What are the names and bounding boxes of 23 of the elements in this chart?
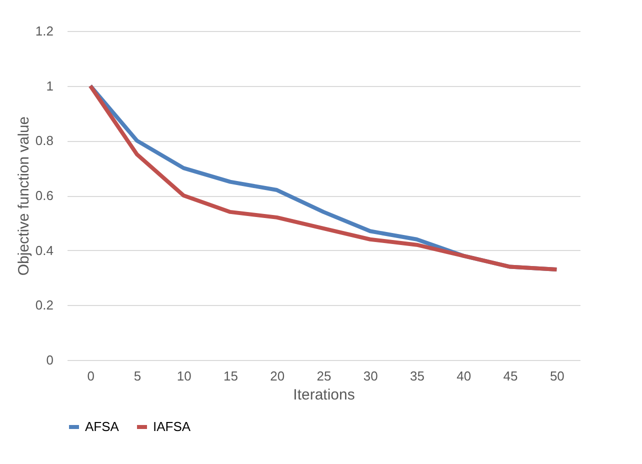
x-tick-label: 10 — [176, 368, 192, 384]
y-tick-label: 0.8 — [35, 133, 54, 148]
x-tick-label: 35 — [410, 368, 425, 384]
x-tick-label: 40 — [456, 368, 472, 384]
y-tick-label: 0.6 — [35, 188, 54, 203]
x-tick-label: 50 — [550, 368, 564, 384]
legend-label: AFSA — [85, 419, 120, 434]
x-tick-label: 20 — [270, 368, 285, 384]
y-tick-label: 0.2 — [35, 298, 54, 313]
x-tick-label: 30 — [363, 368, 378, 384]
x-tick-label: 5 — [134, 368, 142, 384]
x-tick-label: 0 — [87, 368, 94, 384]
x-tick-label: 25 — [316, 368, 332, 384]
y-tick-label: 0 — [46, 352, 54, 368]
x-axis-title: Iterations — [293, 386, 355, 404]
legend-label: IAFSA — [153, 419, 191, 434]
y-axis-title: Objective function value — [15, 116, 32, 276]
y-tick-label: 0.4 — [35, 242, 54, 258]
y-tick-label: 1.2 — [35, 24, 54, 38]
x-tick-label: 15 — [223, 368, 238, 384]
x-tick-label: 45 — [503, 368, 518, 384]
y-tick-label: 1 — [46, 78, 54, 94]
line-series — [88, 84, 559, 272]
